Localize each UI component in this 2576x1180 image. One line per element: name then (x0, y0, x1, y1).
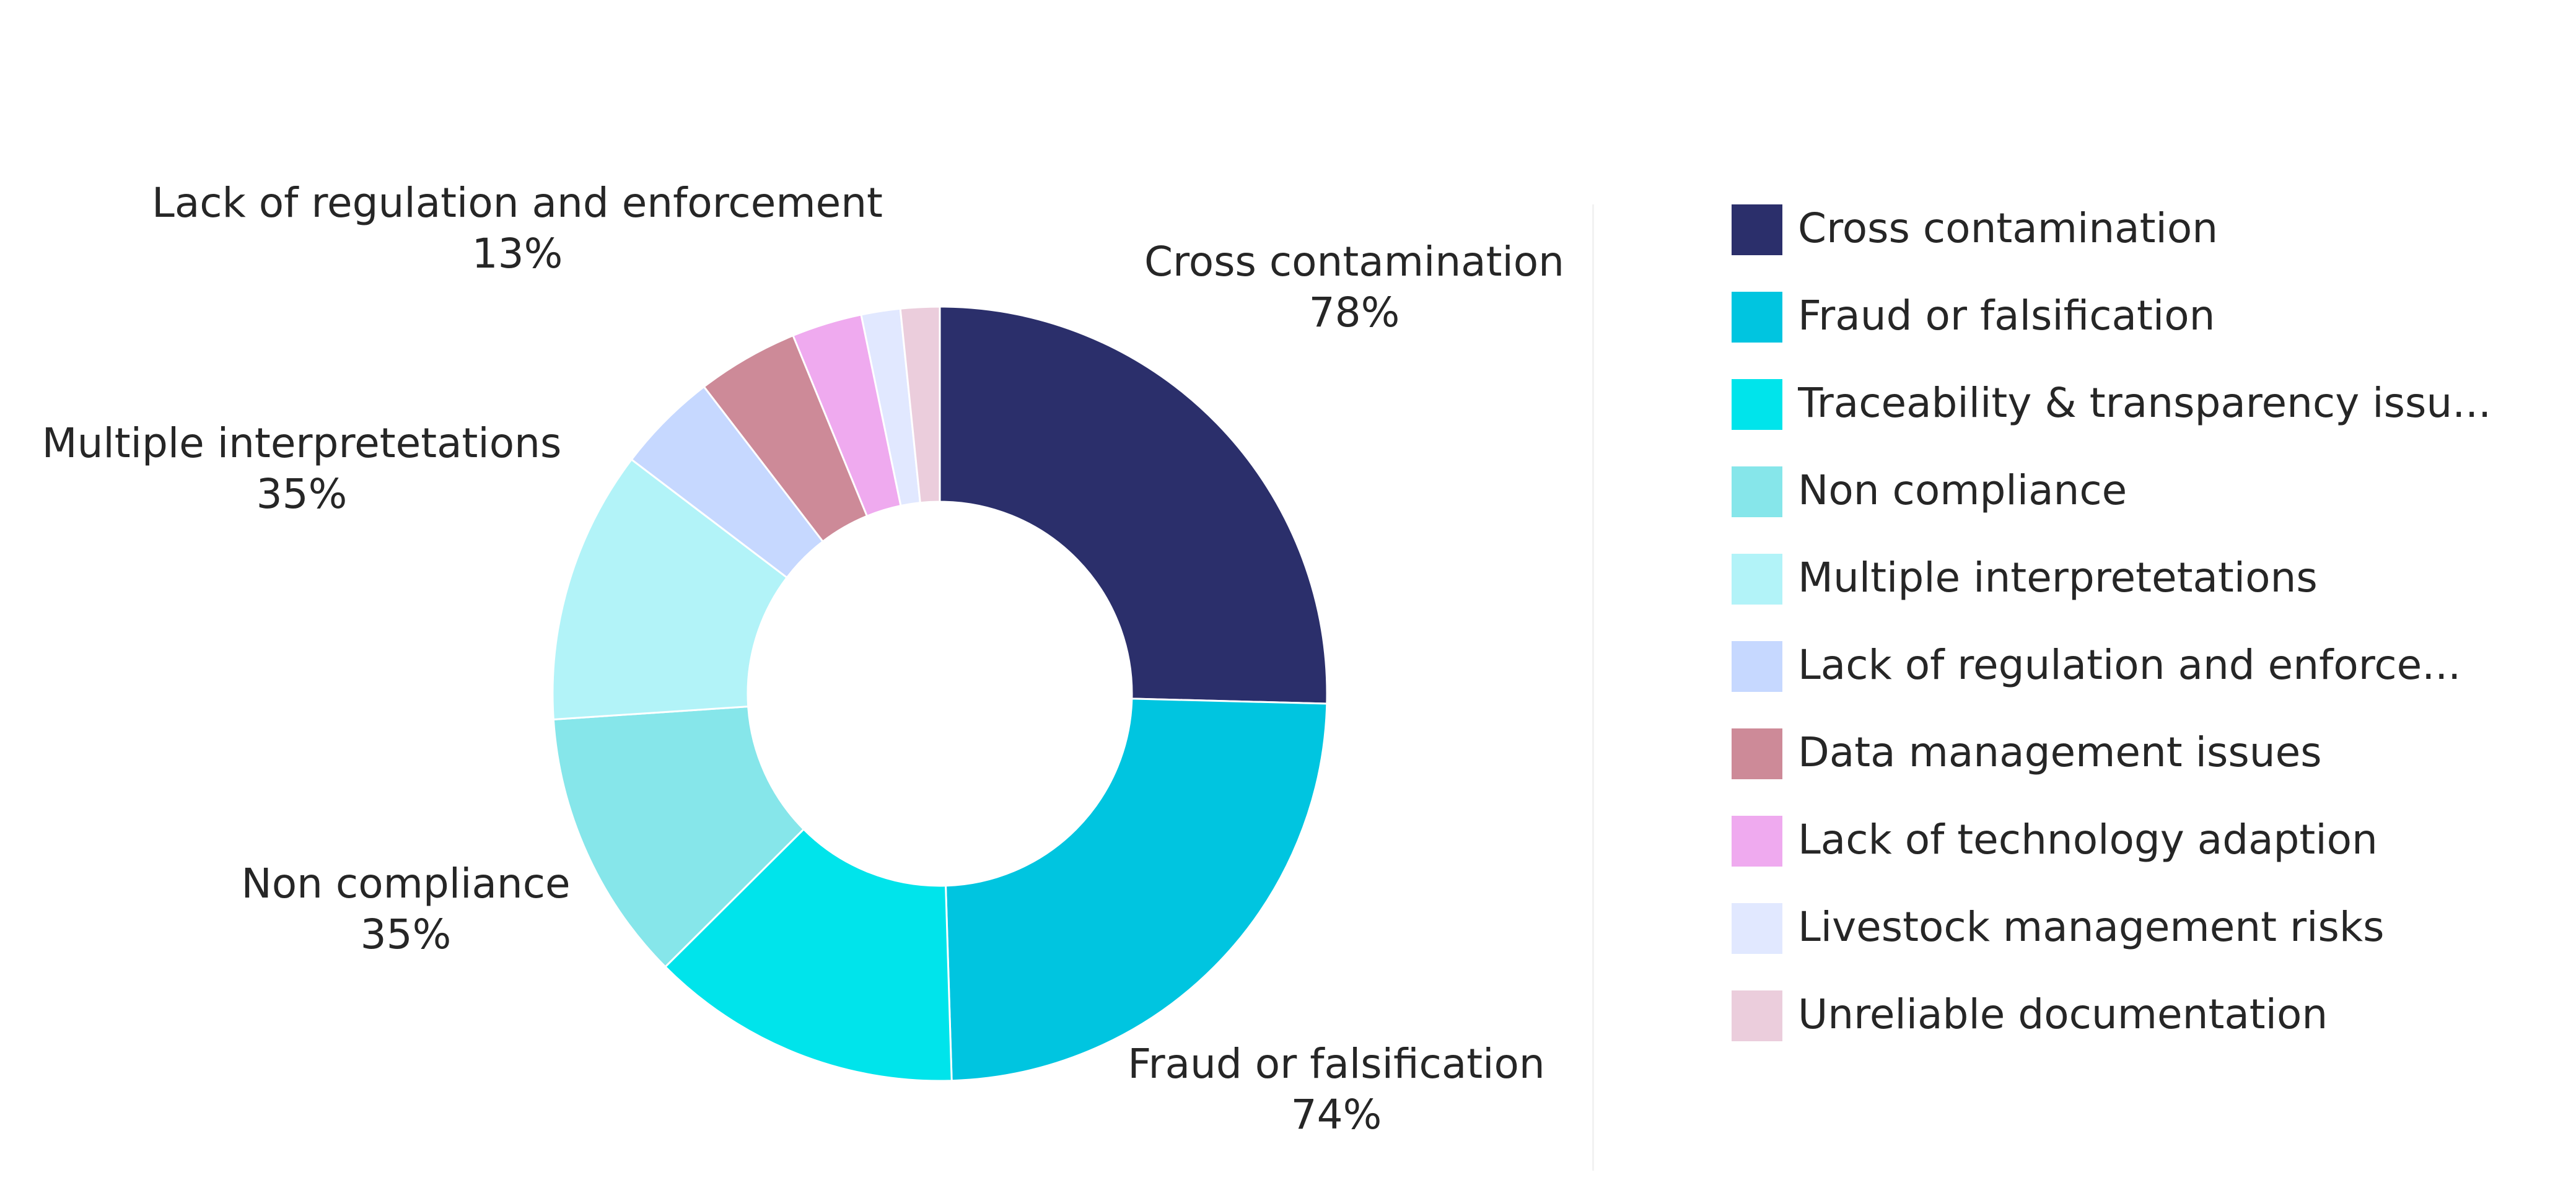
data-label-value: 13% (472, 230, 563, 278)
slice-fraud-or-falsification[interactable] (944, 697, 1328, 1082)
legend-item[interactable]: Cross contamination (1732, 204, 2562, 292)
data-label-name: Multiple interpretetations (42, 419, 562, 467)
slice-non-compliance[interactable] (552, 706, 805, 968)
data-label-name: Fraud or falsification (1128, 1040, 1544, 1088)
legend-item[interactable]: Lack of technology adaption (1732, 816, 2562, 903)
legend-item[interactable]: Livestock management risks (1732, 903, 2562, 990)
slice-traceability-and-transparency-issues[interactable] (664, 828, 953, 1082)
legend-label: Multiple interpretetations (1798, 554, 2318, 601)
legend-swatch (1732, 816, 1782, 867)
data-label-value: 78% (1309, 289, 1400, 336)
data-label-name: Non compliance (241, 860, 570, 907)
legend-item[interactable]: Unreliable documentation (1732, 990, 2562, 1078)
legend-item[interactable]: Fraud or falsification (1732, 292, 2562, 379)
legend-item[interactable]: Traceability & transparency issu... (1732, 379, 2562, 466)
legend-label: Traceability & transparency issu... (1798, 379, 2492, 427)
data-label-name: Cross contamination (1144, 238, 1564, 286)
legend-swatch (1732, 379, 1782, 430)
legend-label: Fraud or falsification (1798, 292, 2215, 339)
legend-swatch (1732, 292, 1782, 343)
legend-item[interactable]: Non compliance (1732, 466, 2562, 554)
legend-label: Cross contamination (1798, 204, 2219, 252)
legend-swatch (1732, 466, 1782, 517)
legend-item[interactable]: Multiple interpretetations (1732, 554, 2562, 641)
legend-item[interactable]: Data management issues (1732, 728, 2562, 816)
legend-swatch (1732, 903, 1782, 954)
legend-swatch (1732, 728, 1782, 779)
legend-label: Unreliable documentation (1798, 990, 2328, 1038)
panel-divider (1592, 204, 1594, 1171)
data-label-value: 35% (361, 911, 452, 958)
slice-unreliable-documentation[interactable] (899, 305, 941, 504)
legend-swatch (1732, 990, 1782, 1041)
data-label-value: 35% (256, 470, 348, 518)
legend-label: Livestock management risks (1798, 903, 2385, 951)
data-label-name: Lack of regulation and enforcement (152, 179, 883, 227)
legend-swatch (1732, 641, 1782, 692)
legend-label: Data management issues (1798, 728, 2322, 776)
legend-label: Lack of technology adaption (1798, 816, 2378, 863)
data-label-value: 74% (1291, 1091, 1382, 1138)
slice-multiple-interpretetations[interactable] (551, 458, 789, 721)
legend-swatch (1732, 554, 1782, 605)
legend-label: Lack of regulation and enforce... (1798, 641, 2461, 689)
legend-label: Non compliance (1798, 466, 2127, 514)
slice-cross-contamination[interactable] (939, 305, 1328, 705)
legend-item[interactable]: Lack of regulation and enforce... (1732, 641, 2562, 728)
chart-legend: Cross contamination Fraud or falsificatio… (1732, 204, 2562, 1078)
legend-swatch (1732, 204, 1782, 255)
